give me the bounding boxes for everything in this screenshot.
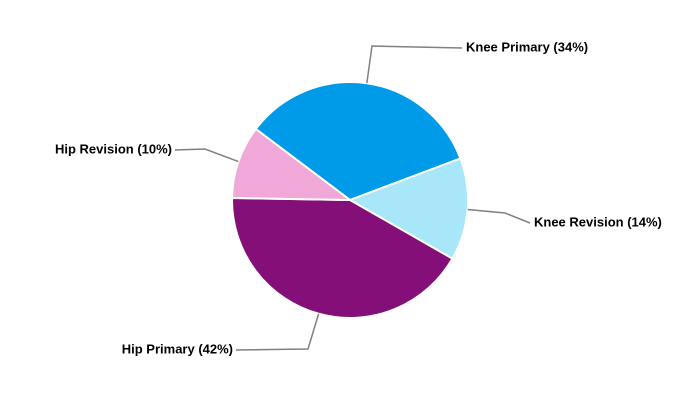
pie-slice (347, 157, 469, 261)
leader-line (467, 208, 531, 224)
slice-label: Hip Revision (10%) (55, 141, 172, 156)
leader-line (366, 45, 463, 84)
slice-label: Knee Primary (34%) (466, 39, 588, 54)
slice-label: Knee Revision (14%) (534, 214, 662, 229)
slice-label: Hip Primary (42%) (122, 341, 233, 356)
pie-slice (254, 81, 462, 202)
leader-line (235, 313, 320, 351)
leader-line (174, 148, 239, 163)
pie-slice (231, 127, 354, 202)
pie-slice (231, 196, 454, 319)
